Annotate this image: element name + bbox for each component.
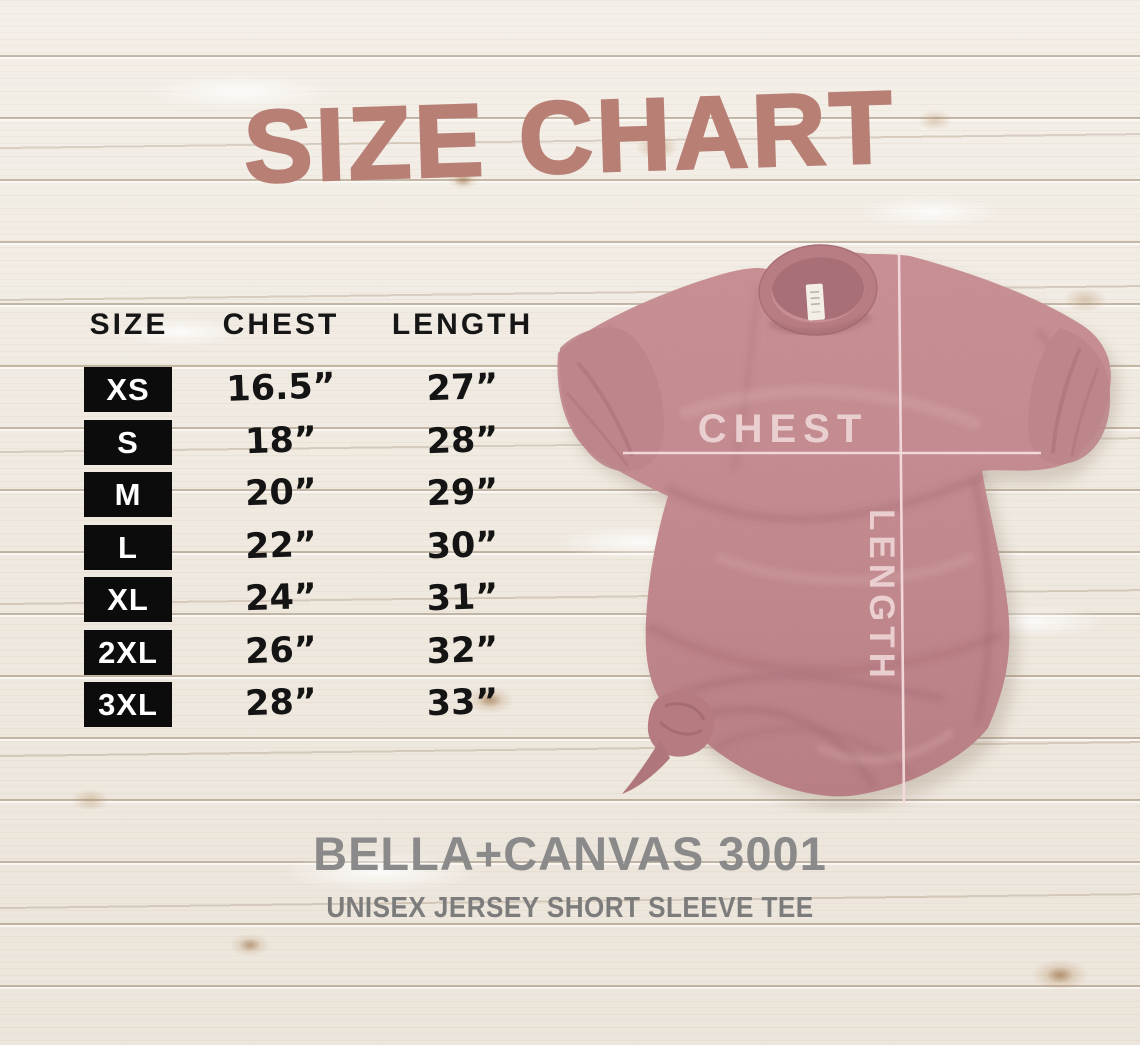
hem-knot [622, 691, 715, 794]
size-badge: M [84, 472, 172, 517]
header-length: LENGTH [391, 308, 534, 341]
shirt-heather-texture [557, 252, 1111, 797]
size-badge: L [84, 525, 172, 570]
brand-name: BELLA+CANVAS 3001 [313, 827, 827, 880]
length-measure-label: LENGTH [862, 509, 901, 683]
tshirt-svg: CHEST LENGTH [557, 244, 1119, 809]
table-row: L 22” 30” [0, 525, 560, 570]
sleeve-cuff-right [1028, 328, 1111, 465]
shirt-wrinkles [583, 285, 1074, 788]
product-subtitle: UNISEX JERSEY SHORT SLEEVE TEE [326, 892, 814, 924]
chest-value: 18” [244, 419, 318, 463]
chest-measure-label: CHEST [698, 407, 869, 451]
header-size: SIZE [89, 308, 169, 341]
chest-value: 22” [244, 524, 318, 568]
table-row: S 18” 28” [0, 420, 560, 465]
collar [758, 244, 878, 336]
chest-value: 26” [244, 629, 318, 673]
neck-tag [805, 283, 825, 321]
chest-value: 20” [244, 471, 318, 515]
chest-value: 24” [244, 576, 318, 620]
size-badge: XL [84, 577, 172, 622]
size-badge: 3XL [84, 682, 172, 727]
sleeve-cuff-left [559, 327, 665, 472]
size-badge: 2XL [84, 630, 172, 675]
table-row: 3XL 28” 33” [0, 682, 560, 727]
size-badge: XS [84, 367, 172, 412]
table-row: XS 16.5” 27” [0, 366, 560, 412]
chest-value: 16.5” [225, 366, 337, 410]
table-row: 2XL 26” 32” [0, 630, 560, 675]
size-badge: S [84, 420, 172, 465]
chest-value: 28” [244, 681, 318, 725]
table-row: XL 24” 31” [0, 577, 560, 622]
header-chest: CHEST [222, 308, 340, 341]
table-row: M 20” 29” [0, 472, 560, 517]
tshirt-photo: CHEST LENGTH [520, 228, 1140, 813]
page-title: SIZE CHART [241, 68, 899, 205]
length-measure-line [897, 251, 906, 805]
